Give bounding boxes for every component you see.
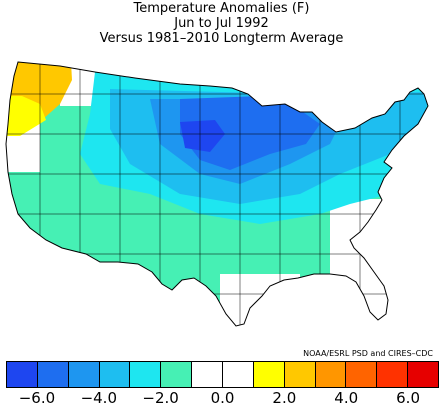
- anomaly-region-blue: [180, 96, 320, 170]
- division-lines: [6, 62, 428, 326]
- legend-tick-label: −2.0: [142, 389, 179, 407]
- anomaly-regions: [6, 62, 428, 326]
- legend-swatch: [68, 362, 100, 387]
- data-credit: NOAA/ESRL PSD and CIRES–CDC: [303, 349, 433, 358]
- anomaly-region-neutral: [220, 274, 300, 326]
- legend-swatch: [223, 362, 254, 387]
- legend-swatch: [284, 362, 316, 387]
- legend-swatch: [99, 362, 131, 387]
- map-title: Temperature Anomalies (F): [133, 1, 310, 16]
- legend-swatch: [7, 362, 38, 387]
- legend-tick-label: 2.0: [272, 389, 297, 407]
- anomaly-region-neutral: [330, 199, 428, 326]
- map-period: Jun to Jul 1992: [174, 16, 269, 31]
- legend-swatch: [37, 362, 69, 387]
- legend-swatch: [377, 362, 409, 387]
- anomaly-region-yellow: [6, 96, 46, 136]
- legend-tick-label: −4.0: [80, 389, 117, 407]
- legend-swatch: [408, 362, 439, 387]
- legend-swatch: [130, 362, 162, 387]
- legend-tick-label: 6.0: [396, 389, 420, 407]
- legend-swatch: [192, 362, 224, 387]
- legend-tick-label: 0.0: [210, 389, 235, 407]
- legend-tick-label: 4.0: [334, 389, 359, 407]
- color-legend: [6, 361, 439, 388]
- legend-swatch: [315, 362, 347, 387]
- anomaly-region-deep: [180, 120, 225, 152]
- legend-swatch: [346, 362, 378, 387]
- legend-tick-label: −6.0: [18, 389, 56, 407]
- legend-swatch: [253, 362, 285, 387]
- anomaly-map: [5, 61, 429, 327]
- legend-swatch: [161, 362, 193, 387]
- map-baseline: Versus 1981–2010 Longterm Average: [99, 31, 344, 46]
